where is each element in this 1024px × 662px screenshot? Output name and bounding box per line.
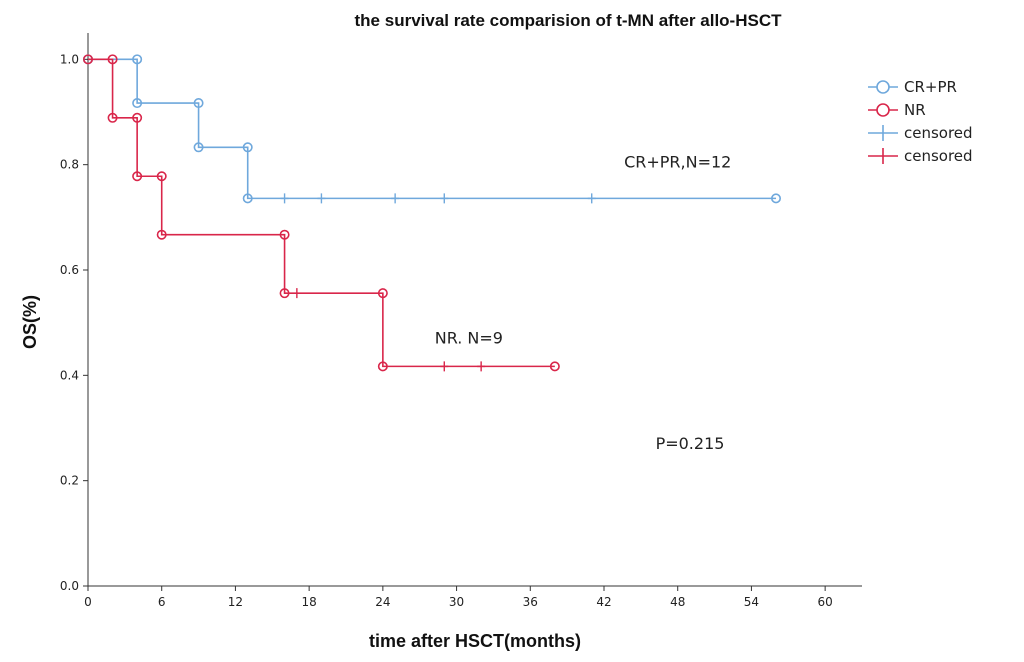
legend-label: censored [904, 147, 973, 165]
annotation-text: CR+PR,N=12 [624, 152, 731, 171]
event-marker-nr [279, 229, 290, 240]
y-tick-label: 1.0 [60, 52, 79, 66]
censored-marker-cr-pr [280, 193, 289, 204]
x-tick-label: 12 [228, 595, 243, 609]
series-line-cr-pr [88, 58, 776, 200]
censored-marker-nr [477, 361, 486, 372]
censored-marker-nr [440, 361, 449, 372]
event-marker-nr [377, 361, 388, 372]
censored-marker-cr-pr [440, 193, 449, 204]
legend-swatch-circle [876, 103, 890, 117]
event-marker-nr [132, 171, 143, 182]
x-axis-title: time after HSCT(months) [369, 631, 581, 651]
censored-marker-nr [292, 288, 301, 299]
legend-label: NR [904, 101, 926, 119]
legend-label: CR+PR [904, 78, 957, 96]
legend-label: censored [904, 124, 973, 142]
x-tick-label: 54 [744, 595, 759, 609]
event-marker-nr [156, 229, 167, 240]
event-marker-cr-pr [193, 142, 204, 153]
x-tick-label: 6 [158, 595, 166, 609]
x-tick-label: 0 [84, 595, 92, 609]
chart-title: the survival rate comparision of t-MN af… [355, 11, 783, 30]
annotation-text: P=0.215 [656, 434, 725, 453]
x-tick-label: 24 [375, 595, 390, 609]
event-marker-cr-pr [132, 98, 143, 109]
y-tick-label: 0.2 [60, 474, 79, 488]
x-tick-label: 30 [449, 595, 464, 609]
censored-marker-cr-pr [317, 193, 326, 204]
legend: CR+PR NR censored censored [868, 78, 973, 165]
x-tick-label: 18 [302, 595, 317, 609]
x-tick-label: 36 [523, 595, 538, 609]
event-marker-nr [107, 54, 118, 65]
plot-area: 0 6 12 18 24 30 36 42 48 54 60 0.0 0.2 0.4 0.6 0.8 1.0 CR… [60, 33, 862, 609]
event-marker-nr [132, 112, 143, 123]
event-marker-cr-pr [242, 193, 253, 204]
y-tick-label: 0.0 [60, 579, 79, 593]
censored-marker-cr-pr [587, 193, 596, 204]
event-marker-nr [549, 361, 560, 372]
event-marker-nr [377, 288, 388, 299]
event-marker-cr-pr [132, 54, 143, 65]
event-marker-nr [83, 54, 94, 65]
legend-swatch-circle [876, 80, 890, 94]
y-tick-label: 0.6 [60, 263, 79, 277]
y-tick-label: 0.8 [60, 158, 79, 172]
event-marker-cr-pr [242, 142, 253, 153]
x-tick-label: 60 [818, 595, 833, 609]
x-tick-label: 42 [596, 595, 611, 609]
event-marker-nr [107, 112, 118, 123]
event-marker-nr [279, 288, 290, 299]
y-tick-label: 0.4 [60, 368, 79, 382]
event-marker-nr [156, 171, 167, 182]
x-tick-label: 48 [670, 595, 685, 609]
censored-marker-cr-pr [391, 193, 400, 204]
annotation-text: NR. N=9 [435, 329, 503, 348]
event-marker-cr-pr [193, 98, 204, 109]
y-axis-title: OS(%) [20, 295, 40, 349]
series-line-nr [88, 58, 555, 368]
event-marker-cr-pr [770, 193, 781, 204]
